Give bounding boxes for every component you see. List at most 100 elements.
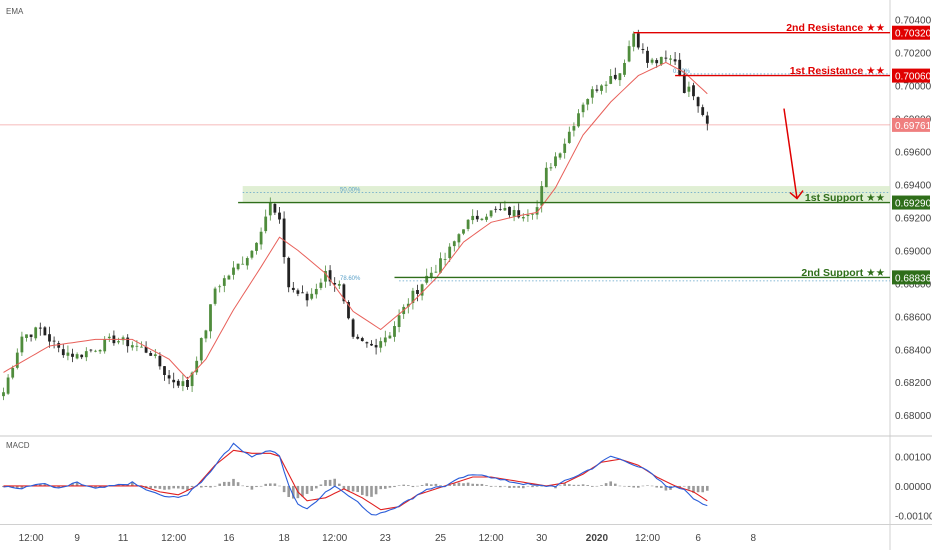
histogram-bar <box>687 485 691 490</box>
histogram-bar <box>476 483 479 486</box>
histogram-bar <box>223 481 226 486</box>
candle-body <box>489 210 493 217</box>
histogram-bar <box>94 485 97 489</box>
candle-body <box>494 208 498 210</box>
histogram-bar <box>200 485 203 488</box>
histogram-bar <box>466 482 470 486</box>
level-price-tag <box>892 25 930 40</box>
candle-body <box>71 353 74 357</box>
histogram-bar <box>365 485 369 497</box>
candle-body <box>209 304 212 332</box>
candle-body <box>650 59 654 63</box>
level-price-tag <box>892 68 930 83</box>
histogram-bar <box>361 485 364 495</box>
candle-body <box>434 271 438 273</box>
price-tick-label: 0.69400 <box>895 180 932 191</box>
candle-body <box>38 327 42 329</box>
histogram-bar <box>218 483 221 486</box>
candle-body <box>443 259 447 260</box>
price-tick-label: 0.68000 <box>895 411 932 422</box>
candle-body <box>682 74 686 93</box>
histogram-bar <box>39 483 42 486</box>
candle-body <box>241 263 245 265</box>
time-tick-label: 11 <box>118 533 129 544</box>
candle-body <box>604 84 608 86</box>
candle-body <box>282 218 286 258</box>
candle-body <box>664 57 668 59</box>
histogram-bar <box>282 485 286 493</box>
histogram-bar <box>535 485 539 487</box>
candle-body <box>236 263 240 270</box>
histogram-bar <box>692 485 695 493</box>
candle-body <box>11 367 15 378</box>
candle-body <box>388 335 392 339</box>
histogram-bar <box>259 485 263 487</box>
time-tick-label: 12:00 <box>322 533 347 544</box>
histogram-bar <box>209 485 212 488</box>
candle-body <box>52 340 56 342</box>
histogram-bar <box>609 481 612 486</box>
candle-body <box>29 334 33 337</box>
candle-body <box>393 326 396 337</box>
key-levels: 2nd Resistance ★★ 0.70320 1st Resistance ★… <box>238 22 932 285</box>
histogram-bar <box>485 485 488 486</box>
histogram-bar <box>558 485 562 487</box>
histogram-bar <box>526 485 530 487</box>
histogram-bar <box>163 485 166 490</box>
histogram-bar <box>149 485 152 489</box>
histogram-bar <box>131 481 134 486</box>
candle-body <box>245 258 249 266</box>
candle-body <box>655 60 659 64</box>
candle-body <box>328 270 332 282</box>
histogram-bar <box>319 484 323 486</box>
candle-body <box>190 372 194 387</box>
candle-body <box>218 286 222 288</box>
histogram-bar <box>347 485 350 491</box>
histogram-bar <box>650 485 654 487</box>
candle-body <box>2 392 5 397</box>
histogram-bar <box>324 480 327 486</box>
candle-body <box>98 350 102 352</box>
candle-body <box>521 217 525 219</box>
histogram-bar <box>696 485 700 493</box>
candle-body <box>701 107 705 115</box>
candle-body <box>439 258 442 273</box>
price-tick-label: 0.69200 <box>895 213 932 224</box>
histogram-bar <box>457 482 461 486</box>
candle-body <box>213 288 217 304</box>
histogram-bar <box>604 483 608 486</box>
histogram-bar <box>600 485 603 486</box>
candle-body <box>452 241 456 247</box>
histogram-bar <box>517 485 520 488</box>
histogram-bar <box>568 484 571 486</box>
candle-body <box>471 215 475 221</box>
histogram-bar <box>287 485 290 498</box>
histogram-bar <box>305 485 309 494</box>
histogram-bar <box>103 485 106 488</box>
price-tick-label: 0.69000 <box>895 246 932 257</box>
candle-body <box>20 336 24 353</box>
time-tick-label: 12:00 <box>161 533 186 544</box>
current-price-tag-text: 0.69761 <box>895 121 932 132</box>
candle-body <box>273 203 277 213</box>
histogram-bar <box>586 485 589 486</box>
histogram-bar <box>167 485 171 490</box>
histogram-bar <box>351 485 355 492</box>
candle-body <box>696 97 700 107</box>
candle-body <box>255 242 258 251</box>
resistance-level-label: 1st Resistance ★★ <box>790 65 885 77</box>
candle-body <box>149 353 153 356</box>
histogram-bar <box>595 485 599 487</box>
candle-body <box>89 349 93 351</box>
histogram-bar <box>683 485 686 487</box>
histogram-bar <box>494 485 497 487</box>
candle-body <box>540 186 544 206</box>
histogram-bar <box>75 482 79 486</box>
candle-body <box>659 56 663 65</box>
candle-body <box>595 89 599 91</box>
candle-body <box>172 379 176 383</box>
candle-body <box>590 89 594 98</box>
candle-body <box>176 380 180 386</box>
histogram-bar <box>623 485 626 487</box>
